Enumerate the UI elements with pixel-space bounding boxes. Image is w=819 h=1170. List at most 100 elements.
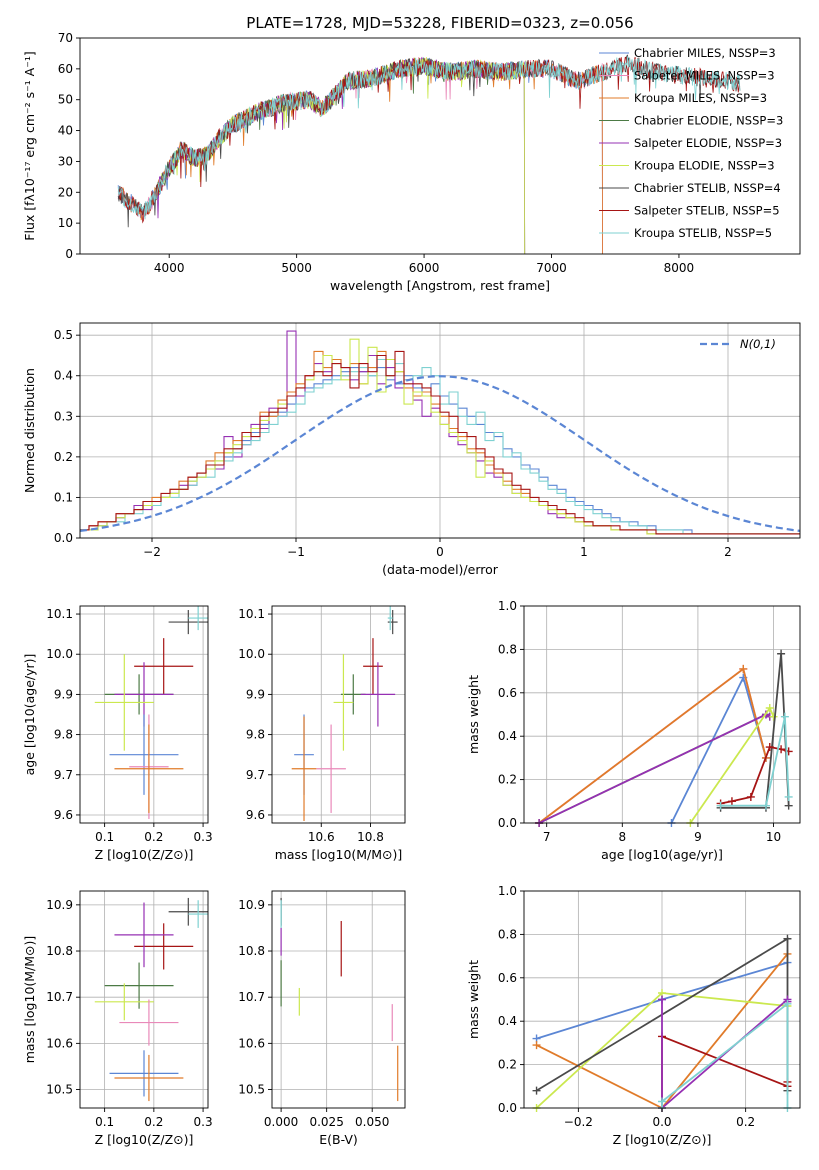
weight-marker [761, 801, 770, 810]
suptitle: PLATE=1728, MJD=53228, FIBERID=0323, z=0… [246, 14, 633, 32]
x-axis-label: E(B-V) [319, 1132, 358, 1147]
weight-marker [777, 649, 786, 658]
x-tick-label: 0.2 [736, 1115, 755, 1129]
y-tick-label: 10.6 [238, 1036, 265, 1050]
weight-marker [784, 792, 793, 801]
legend-label: Salpeter STELIB, NSSP=5 [634, 204, 780, 218]
y-tick-label: 10.5 [46, 1083, 73, 1097]
y-tick-label: 10.8 [46, 944, 73, 958]
ebv-vs-mass-panel: 0.000 0.025 0.050 10.5 10.6 10.7 10.8 10.9 E(B-V… [238, 890, 406, 1147]
axes-frame [271, 890, 406, 1109]
x-tick-label: 0.025 [309, 1115, 343, 1129]
errorbar-point-chabrier-stelib [168, 610, 208, 635]
y-tick-label: 60 [58, 62, 73, 76]
normal-curve [79, 375, 801, 532]
errorbar-point-kroupa-miles [114, 724, 184, 813]
y-tick-label: 0.8 [498, 642, 517, 656]
age-vs-weight-panel: 7 8 9 10 0.0 0.2 0.4 0.6 0.8 1.0 age [log10(age/yr… [466, 599, 801, 862]
weight-line-kroupa-stelib [720, 716, 790, 807]
y-tick-label: 9.6 [54, 808, 73, 822]
y-tick-label: 0.3 [54, 409, 73, 423]
y-tick-label: 0.4 [54, 369, 73, 383]
x-tick-label: 8 [618, 830, 626, 844]
y-tick-label: 10.9 [238, 898, 265, 912]
errorbar-point-salpeter-miles [119, 999, 179, 1046]
y-tick-label: 0.6 [498, 686, 517, 700]
axes-frame [79, 605, 209, 824]
y-tick-label: 0.2 [498, 1058, 517, 1072]
y-axis-label: mass weight [466, 675, 481, 754]
y-tick-label: 0.2 [54, 450, 73, 464]
y-tick-label: 40 [58, 124, 73, 138]
y-tick-label: 0.0 [498, 816, 517, 830]
errorbar-point-chabrier-miles [109, 1050, 179, 1097]
x-tick-label: 0 [436, 545, 444, 559]
x-axis-label: Z [log10(Z/Z⊙)] [95, 1132, 194, 1147]
x-tick-label: 7 [543, 830, 551, 844]
y-tick-label: 1.0 [498, 884, 517, 898]
y-tick-label: 10.1 [46, 607, 73, 621]
y-tick-label: 0.6 [498, 971, 517, 985]
weight-marker [784, 801, 793, 810]
legend-label: Salpeter MILES, NSSP=3 [634, 69, 775, 83]
y-axis-label: age [log10(age/yr)] [22, 654, 37, 776]
y-tick-label: 9.9 [246, 687, 265, 701]
z-vs-mass-panel: 0.1 0.2 0.3 10.5 10.6 10.7 10.8 10.9 Z [log10(Z/… [22, 890, 213, 1147]
x-tick-label: −0.2 [564, 1115, 593, 1129]
weight-marker [783, 999, 792, 1008]
x-tick-label: 0.0 [652, 1115, 671, 1129]
y-tick-label: 9.8 [54, 728, 73, 742]
errorbar-point-kroupa-miles [291, 716, 317, 821]
x-tick-label: 9 [694, 830, 702, 844]
errorbar-point-salpeter-elodie [114, 902, 174, 968]
weight-marker [765, 703, 774, 712]
weight-marker [739, 664, 748, 673]
spectrum-panel: 4000 5000 6000 7000 8000 0 10 20 30 40 50 60 70 wavel… [22, 31, 801, 293]
x-tick-label: 10.8 [357, 830, 384, 844]
weight-marker [765, 743, 774, 752]
legend-label: Chabrier MILES, NSSP=3 [634, 46, 776, 60]
errorbar-point-chabrier-miles [109, 714, 179, 795]
errorbar-point-chabrier-stelib [387, 610, 398, 635]
weight-marker [532, 1086, 541, 1095]
x-tick-label: 1 [580, 545, 588, 559]
x-axis-label: age [log10(age/yr)] [601, 847, 723, 862]
x-tick-label: 0.2 [144, 830, 163, 844]
charts-container: 4000 5000 6000 7000 8000010203040506070wavel… [22, 31, 801, 1147]
y-tick-label: 10.9 [46, 898, 73, 912]
errorbar-point-kroupa-elodie [94, 983, 154, 1021]
x-tick-label: 8000 [664, 261, 695, 275]
y-tick-label: 10 [58, 216, 73, 230]
y-tick-label: 10.6 [46, 1036, 73, 1050]
y-tick-label: 50 [58, 93, 73, 107]
residuals-panel: −2 −1 0 1 2 0.0 0.1 0.2 0.3 0.4 0.5 (data-model)/er… [22, 322, 801, 577]
weight-marker [746, 792, 755, 801]
errorbar-point-kroupa-elodie [94, 654, 154, 751]
x-tick-label: 10 [766, 830, 781, 844]
y-tick-label: 0.8 [498, 927, 517, 941]
hist-step-salpeter-stelib [80, 350, 800, 535]
axes-frame [271, 605, 406, 824]
errorbar-point-kroupa-miles [114, 1054, 184, 1102]
x-tick-label: 0.3 [194, 1115, 213, 1129]
x-tick-label: 5000 [281, 261, 312, 275]
y-tick-label: 10.0 [46, 647, 73, 661]
spectrum-line-kroupa-stelib [117, 56, 741, 219]
x-tick-label: −2 [143, 545, 161, 559]
y-tick-label: 0.4 [498, 729, 517, 743]
y-tick-label: 9.6 [246, 808, 265, 822]
x-axis-label: mass [log10(M/M⊙)] [275, 847, 403, 862]
errorbar-point-kroupa-stelib [188, 900, 208, 928]
y-axis-label: Flux [fλ10⁻¹⁷ erg cm⁻² s⁻¹ A⁻¹] [22, 51, 37, 240]
weight-marker [780, 712, 789, 721]
errorbar-point-salpeter-stelib [134, 638, 194, 695]
errorbar-point-kroupa-elodie [333, 654, 354, 751]
y-tick-label: 10.1 [238, 607, 265, 621]
weight-marker [783, 934, 792, 943]
weight-marker [727, 797, 736, 806]
legend-label: Salpeter ELODIE, NSSP=3 [634, 136, 782, 150]
y-axis-label: mass weight [466, 960, 481, 1039]
y-tick-label: 10.7 [238, 990, 265, 1004]
y-tick-label: 70 [58, 31, 73, 45]
